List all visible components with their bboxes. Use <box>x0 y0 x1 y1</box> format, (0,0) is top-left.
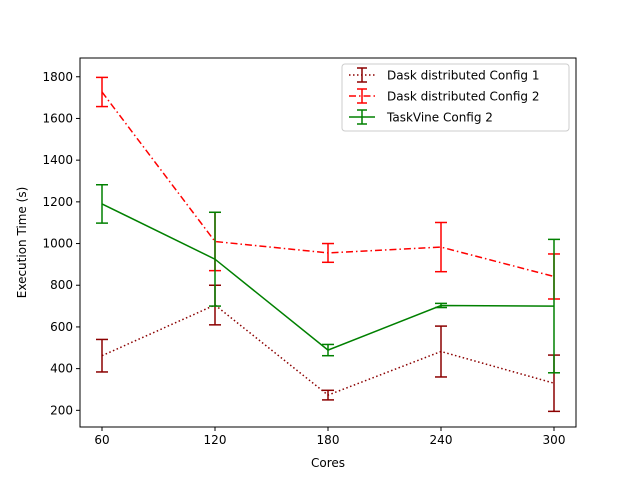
y-tick-label: 400 <box>50 362 73 376</box>
x-tick-label: 120 <box>204 433 227 447</box>
legend-label: Dask distributed Config 1 <box>387 69 539 83</box>
ticks-layer: 60 120 180 240 300 200 400 600 800 1000 1200 1400 16… <box>42 70 565 447</box>
x-tick-label: 180 <box>317 433 340 447</box>
y-tick-label: 600 <box>50 320 73 334</box>
series-layer <box>96 76 560 413</box>
x-tick-label: 60 <box>94 433 109 447</box>
y-axis-label: Execution Time (s) <box>15 187 29 299</box>
x-tick-label: 300 <box>543 433 566 447</box>
plot-frame <box>79 57 577 428</box>
series-1 <box>96 284 560 413</box>
y-tick-label: 1800 <box>42 70 73 84</box>
legend-frame <box>341 63 570 132</box>
y-tick-label: 1200 <box>42 195 73 209</box>
x-tick-label: 240 <box>430 433 453 447</box>
y-tick-label: 1000 <box>42 237 73 251</box>
y-tick-label: 800 <box>50 278 73 292</box>
y-tick-label: 1400 <box>42 153 73 167</box>
legend-label: Dask distributed Config 2 <box>387 90 539 104</box>
x-axis-label: Cores <box>311 456 345 470</box>
legend-entry-3: TaskVine Config 2 <box>349 109 493 125</box>
legend: Dask distributed Config 1 Dask distribute… <box>341 63 570 132</box>
y-tick-label: 1600 <box>42 111 73 125</box>
legend-entry-2: Dask distributed Config 2 <box>349 88 539 104</box>
legend-label: TaskVine Config 2 <box>386 111 493 125</box>
legend-entry-1: Dask distributed Config 1 <box>349 67 539 83</box>
series-3 <box>96 184 560 374</box>
y-tick-label: 200 <box>50 403 73 417</box>
